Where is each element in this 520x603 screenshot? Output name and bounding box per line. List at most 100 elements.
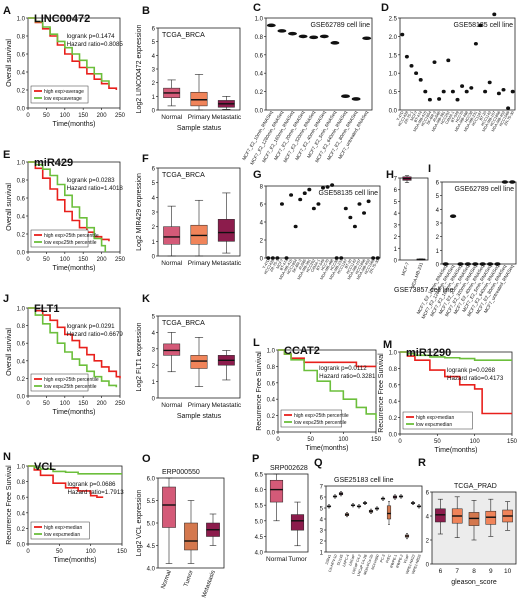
y-tick-label: 6: [152, 167, 156, 173]
panel-letter: C: [253, 2, 261, 14]
y-tick-label: 6: [320, 496, 324, 502]
panel-letter: D: [381, 2, 389, 14]
y-tick-label: 0.0: [17, 543, 26, 549]
panel-letter: B: [142, 5, 150, 17]
y-tick-label: 5: [394, 200, 398, 206]
y-tick-label: 0.8: [255, 35, 264, 41]
panel-title: GSE58135 cell line: [318, 190, 378, 197]
survival-curve-high: [28, 17, 118, 90]
y-tick-label: 7: [394, 177, 398, 183]
data-point: [437, 97, 442, 101]
survival-curve-high: [28, 161, 110, 242]
data-point: [501, 180, 509, 184]
stat-text: logrank p=0.0283: [67, 177, 116, 184]
x-category-label: MCF7: [410, 111, 419, 122]
x-category-label: ZR-75-30: [369, 259, 380, 275]
y-tick-label: 1.0: [17, 307, 26, 313]
y-axis-label: Log2 MIR429 expression: [136, 173, 143, 251]
y-tick-label: 0: [152, 255, 156, 261]
y-tick-label: 0.6: [17, 342, 26, 348]
plot-frame: [27, 17, 121, 109]
x-tick-label: 150: [371, 437, 382, 443]
x-category-label: HCC1569: [499, 110, 511, 126]
x-category-label: ZR-75-1: [403, 111, 413, 125]
survival-curve-low: [28, 161, 107, 252]
x-tick-label: 0: [398, 439, 402, 445]
x-category-label: Primary: [188, 114, 211, 121]
y-tick-label: 7: [320, 485, 324, 491]
x-category-label: HCC1569: [364, 259, 376, 275]
plot-frame: [399, 351, 513, 435]
data-point: [486, 262, 494, 266]
x-category-label: 22Rv1: [325, 554, 332, 565]
x-tick-label: 150: [117, 549, 128, 555]
y-axis-label: Log2 FLT1 expression: [136, 322, 143, 391]
x-category-label: SK-BR-3: [426, 111, 437, 126]
data-point: [275, 256, 280, 260]
data-point: [270, 256, 275, 260]
y-tick-label: 0.4: [389, 400, 398, 406]
y-tick-label: 0: [436, 263, 440, 269]
y-tick-label: 4.0: [147, 567, 156, 573]
x-category-label: HCC1428: [397, 111, 409, 127]
data-point: [487, 80, 492, 85]
panel-title: GSE73857 cell line: [394, 287, 454, 294]
legend-box: [30, 229, 89, 248]
x-category-label: LNCaP: [348, 553, 356, 566]
y-tick-label: 0.4: [17, 71, 26, 77]
y-tick-label: 0.6: [267, 381, 276, 387]
y-tick-label: 0.6: [389, 383, 398, 389]
y-tick-label: 1.0: [17, 465, 26, 471]
data-point: [449, 214, 457, 218]
x-category-label: LNCaP C4-2B: [356, 553, 368, 576]
box-body: [184, 522, 198, 551]
x-category-label: 8: [472, 568, 476, 575]
data-point: [479, 262, 486, 266]
y-tick-label: 5: [152, 40, 156, 46]
survival-curve-low: [400, 351, 512, 361]
y-tick-label: 0: [152, 397, 156, 403]
y-tick-label: 1: [436, 249, 440, 255]
data-point: [321, 186, 325, 190]
box-body: [269, 479, 284, 503]
y-tick-label: 0.4: [17, 215, 26, 221]
y-tick-label: 5.5: [147, 499, 156, 505]
x-category-label: RWPE-1: [389, 554, 398, 568]
panel-title: LINC00472: [34, 13, 90, 25]
plot-frame: [399, 17, 516, 111]
data-point: [279, 202, 284, 206]
y-tick-label: 1.0: [17, 17, 26, 23]
x-category-label: Normal: [161, 570, 173, 590]
panel-letter: A: [3, 5, 11, 17]
x-category-label: DU145: [336, 554, 344, 566]
x-tick-label: 150: [507, 439, 518, 445]
data-point: [457, 262, 464, 266]
x-category-label: HCC1954: [420, 111, 432, 127]
plot-frame: [27, 161, 121, 253]
data-point: [298, 34, 308, 39]
plot-frame: [27, 465, 123, 545]
x-axis-label: Time(months): [306, 445, 349, 452]
x-category-label: HCC202: [306, 259, 317, 274]
legend-box: [30, 521, 90, 540]
stat-text: Hazard ratio=1.4018: [67, 185, 124, 192]
data-point: [330, 183, 335, 187]
box-body: [162, 486, 176, 528]
data-point: [293, 224, 298, 229]
panel-title: TCGA_BRCA: [162, 32, 205, 39]
x-tick-label: 50: [307, 437, 314, 443]
stat-text: logrank p=0.0686: [67, 481, 116, 488]
y-axis-label: Recurrence Free Survival: [256, 351, 263, 431]
box-body: [163, 226, 181, 245]
data-point: [446, 58, 451, 63]
y-tick-label: 0.0: [267, 431, 276, 437]
data-point: [289, 193, 294, 197]
y-tick-label: 0.0: [389, 109, 398, 115]
y-axis-label: Recurrence Free Survival: [378, 353, 385, 433]
legend-label: high exp>average: [44, 89, 84, 95]
x-category-label: Metastatic: [212, 402, 242, 409]
y-tick-label: 4: [436, 208, 440, 214]
y-tick-label: 1.0: [17, 161, 26, 167]
y-tick-label: 1: [320, 551, 324, 557]
y-tick-label: 0.6: [17, 197, 26, 203]
